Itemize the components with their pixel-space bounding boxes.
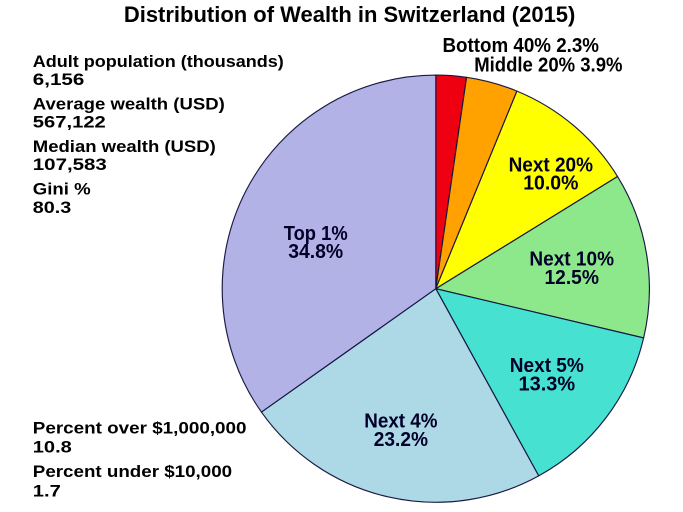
svg-text:Gini %: Gini %	[33, 181, 91, 199]
svg-text:Middle 20% 3.9%: Middle 20% 3.9%	[474, 55, 622, 77]
svg-text:567,122: 567,122	[33, 114, 106, 132]
svg-text:13.3%: 13.3%	[519, 374, 576, 396]
svg-text:Top 1%: Top 1%	[284, 223, 348, 245]
svg-text:1.7: 1.7	[33, 482, 61, 500]
svg-text:6,156: 6,156	[33, 71, 85, 89]
svg-text:Next 5%: Next 5%	[510, 355, 584, 377]
svg-text:Distribution of Wealth in Swit: Distribution of Wealth in Switzerland (2…	[124, 2, 576, 27]
svg-text:80.3: 80.3	[33, 199, 72, 217]
svg-text:34.8%: 34.8%	[288, 241, 343, 263]
svg-text:Percent under $10,000: Percent under $10,000	[33, 463, 232, 481]
svg-text:Next 20%: Next 20%	[509, 155, 594, 177]
svg-text:Next 10%: Next 10%	[529, 249, 614, 271]
svg-text:Adult population (thousands): Adult population (thousands)	[33, 53, 284, 71]
svg-text:Percent over $1,000,000: Percent over $1,000,000	[33, 419, 247, 437]
svg-text:10.0%: 10.0%	[523, 173, 578, 195]
svg-text:Next 4%: Next 4%	[364, 411, 437, 433]
svg-text:Median wealth (USD): Median wealth (USD)	[33, 138, 216, 156]
svg-text:12.5%: 12.5%	[544, 267, 599, 289]
svg-text:107,583: 107,583	[33, 156, 107, 174]
svg-text:10.8: 10.8	[33, 438, 72, 456]
svg-text:23.2%: 23.2%	[374, 429, 428, 451]
svg-text:Average wealth (USD): Average wealth (USD)	[33, 95, 225, 113]
svg-text:Bottom 40% 2.3%: Bottom 40% 2.3%	[443, 35, 600, 57]
